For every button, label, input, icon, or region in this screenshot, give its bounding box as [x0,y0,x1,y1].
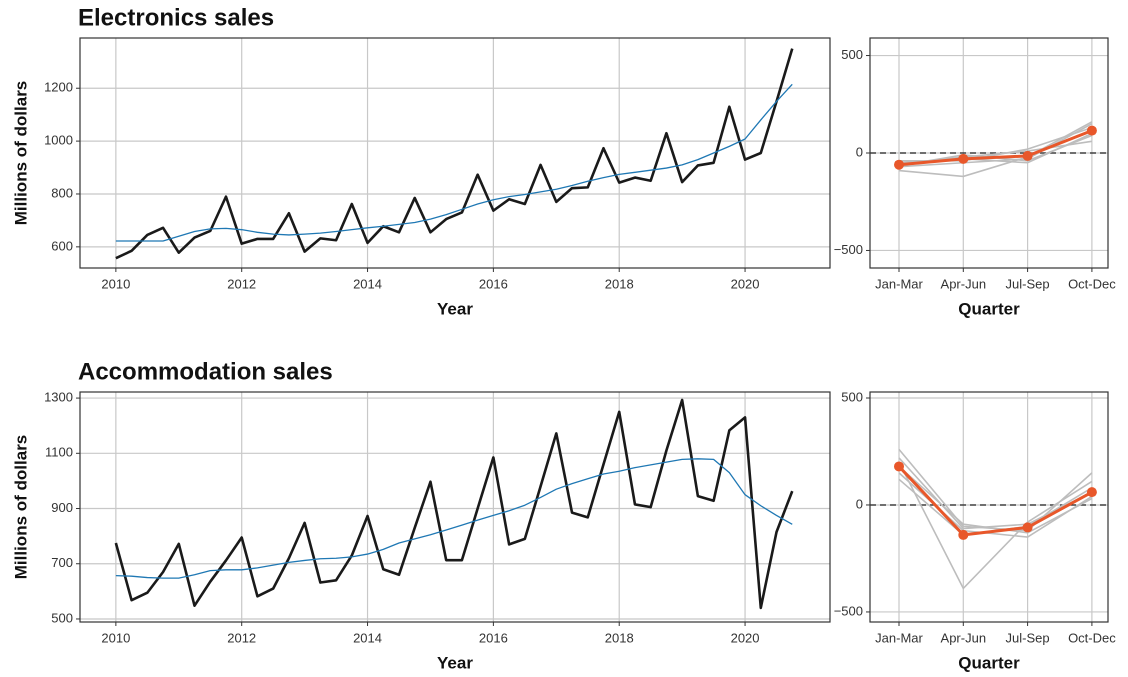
x-tick-label: Jul-Sep [1006,276,1050,291]
x-tick-label: 2018 [605,630,634,645]
y-tick-label: 800 [51,185,73,200]
y-tick-label: 1200 [44,80,73,95]
x-tick-label: 2014 [353,630,382,645]
y-tick-label: 1300 [44,390,73,405]
plot-border [869,391,1109,623]
x-tick-label: 2014 [353,276,382,291]
x-tick-label: 2012 [227,276,256,291]
x-tick-label: Oct-Dec [1068,276,1116,291]
y-tick-label: 500 [841,47,863,62]
point [894,461,904,472]
y-tick-label: 900 [51,500,73,515]
x-tick-label: 2010 [101,630,130,645]
y-tick-label: 500 [51,610,73,625]
point [1022,150,1033,161]
x-axis-title: Year [437,653,473,672]
point [1086,125,1097,136]
series-line [115,458,793,579]
y-tick-label: 1100 [45,445,73,460]
chart-title: Accommodation sales [78,358,333,385]
x-tick-label: Jan-Mar [875,630,923,645]
series-line [898,129,1093,167]
series-line [115,48,794,260]
y-tick-label: 1000 [44,133,73,148]
y-tick-label: 500 [841,389,863,404]
x-tick-label: Apr-Jun [941,630,987,645]
plot-border [869,37,1109,269]
y-axis-title: Millions of dollars [11,435,30,580]
y-tick-label: −500 [834,242,863,257]
plot-background [80,392,830,622]
series-line [898,465,1093,534]
plot-border [79,391,831,623]
point [894,159,904,170]
x-tick-label: Jan-Mar [875,276,923,291]
x-tick-label: 2012 [227,630,256,645]
series-line [115,83,793,242]
x-tick-label: Jul-Sep [1006,630,1050,645]
y-tick-label: −500 [834,603,863,618]
x-tick-label: 2018 [605,276,634,291]
x-tick-label: Apr-Jun [941,276,987,291]
point [958,529,969,540]
x-tick-label: 2020 [731,276,760,291]
x-tick-label: 2016 [479,630,508,645]
series-line [114,398,794,610]
point [1022,522,1033,533]
y-tick-label: 0 [856,144,863,159]
x-axis-title: Quarter [958,299,1020,318]
x-tick-label: Oct-Dec [1068,630,1116,645]
series-line [897,465,1093,537]
plot-background [870,392,1108,622]
point [958,153,969,164]
plot-border [79,37,831,269]
chart-title: Electronics sales [78,4,274,31]
y-axis-title: Millions of dollars [11,81,30,226]
y-tick-label: 600 [51,238,73,253]
series-line [898,461,1093,590]
y-tick-label: 0 [856,496,863,511]
x-axis-title: Quarter [958,653,1020,672]
point [1086,487,1097,498]
y-tick-label: 700 [51,555,73,570]
x-tick-label: 2016 [479,276,508,291]
x-tick-label: 2010 [101,276,130,291]
x-tick-label: 2020 [731,630,760,645]
x-axis-title: Year [437,299,473,318]
series-line [898,121,1093,178]
